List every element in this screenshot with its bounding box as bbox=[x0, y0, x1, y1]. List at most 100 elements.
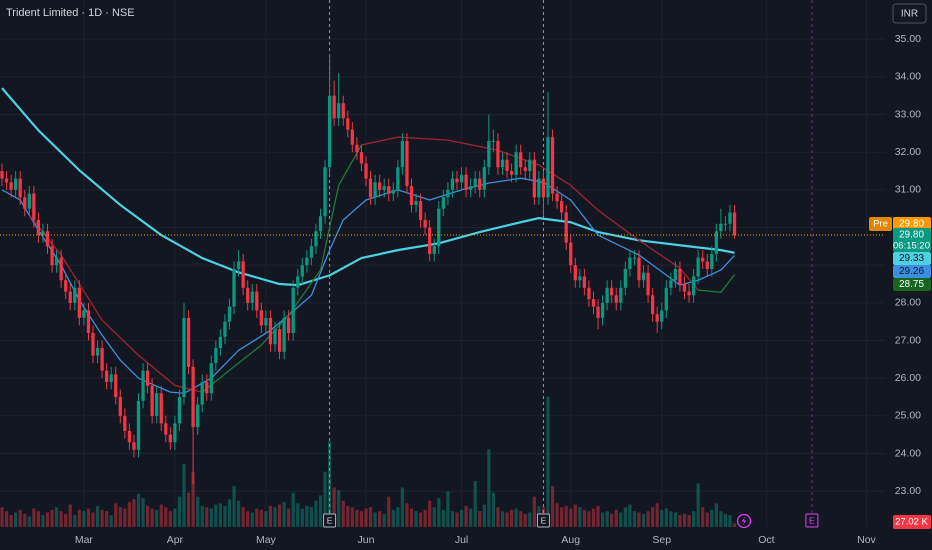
volume-bar bbox=[45, 512, 50, 527]
candle-body bbox=[514, 152, 518, 175]
volume-bar bbox=[273, 507, 277, 527]
volume-bar bbox=[582, 509, 586, 527]
candle-body bbox=[246, 287, 250, 303]
candle-body bbox=[364, 163, 368, 179]
volume-bar bbox=[432, 507, 436, 527]
candle-body bbox=[27, 193, 31, 209]
candle-body bbox=[186, 317, 191, 367]
candle-body bbox=[459, 174, 464, 183]
volume-bar bbox=[300, 508, 304, 527]
volume-bar bbox=[491, 492, 495, 527]
volume-bar bbox=[487, 449, 491, 527]
candle-body bbox=[196, 404, 200, 428]
volume-bar bbox=[277, 504, 282, 527]
volume-bar bbox=[400, 487, 404, 527]
volume-bar bbox=[382, 513, 386, 527]
candle-body bbox=[100, 348, 104, 371]
volume-bar bbox=[355, 509, 359, 527]
volume-bar bbox=[546, 396, 550, 527]
axes: 23.0024.0025.0026.0027.0028.0029.0030.00… bbox=[75, 33, 931, 546]
volume-bar bbox=[596, 505, 600, 527]
volume-bar bbox=[478, 511, 482, 527]
volume-bar bbox=[250, 512, 254, 527]
volume-bar bbox=[232, 486, 236, 527]
candle-body bbox=[232, 268, 236, 307]
candle-body bbox=[541, 178, 546, 198]
candle-body bbox=[18, 178, 22, 198]
candle-body bbox=[701, 257, 705, 262]
volume-bar bbox=[396, 507, 400, 527]
x-tick-label: Mar bbox=[75, 534, 94, 546]
volume-bar bbox=[728, 515, 732, 527]
volume-bar bbox=[732, 523, 737, 527]
candle-body bbox=[646, 272, 650, 296]
candle-body bbox=[564, 212, 568, 243]
candle-body bbox=[455, 178, 459, 183]
candle-body bbox=[164, 423, 168, 435]
candle-body bbox=[77, 287, 81, 318]
y-tick-label: 26.00 bbox=[895, 372, 921, 384]
x-tick-label: Apr bbox=[167, 534, 184, 546]
candle-body bbox=[578, 276, 582, 281]
candle-body bbox=[214, 348, 218, 364]
currency-button[interactable] bbox=[892, 3, 927, 24]
volume-bar bbox=[168, 511, 172, 527]
candle-body bbox=[327, 95, 332, 168]
candle-body bbox=[155, 393, 159, 416]
candle-body bbox=[337, 103, 341, 119]
volume-bar bbox=[191, 471, 195, 527]
y-tick-label: 34.00 bbox=[895, 71, 921, 83]
x-tick-label: Aug bbox=[561, 534, 580, 546]
volume-bar bbox=[9, 515, 13, 527]
candle-body bbox=[205, 381, 209, 394]
candle-body bbox=[632, 257, 637, 259]
volume-bar bbox=[605, 511, 609, 527]
candle-body bbox=[614, 295, 618, 303]
candle-body bbox=[446, 189, 450, 198]
candle-body bbox=[528, 159, 532, 172]
candle-body bbox=[45, 231, 50, 247]
volume-bar bbox=[450, 511, 455, 527]
volume-bar bbox=[368, 507, 373, 527]
candle-body bbox=[95, 348, 100, 356]
volume-bar bbox=[682, 513, 687, 527]
volume-bar bbox=[532, 496, 536, 527]
volume-bar bbox=[0, 507, 4, 527]
volume-bar bbox=[118, 507, 122, 527]
volume-bar bbox=[323, 471, 327, 527]
chart-title: Trident Limited · 1D · NSE bbox=[6, 7, 135, 19]
candle-body bbox=[73, 287, 77, 303]
candle-body bbox=[355, 144, 359, 153]
volume-bar bbox=[123, 508, 127, 527]
candle-body bbox=[168, 434, 172, 443]
pre-market-tag: Pre bbox=[873, 219, 888, 230]
volume-bar bbox=[446, 491, 450, 527]
candle-body bbox=[678, 268, 682, 285]
volume-bar bbox=[59, 511, 63, 527]
candle-body bbox=[68, 291, 72, 303]
candle-body bbox=[32, 193, 36, 220]
candle-body bbox=[387, 186, 391, 194]
volume-bar bbox=[464, 505, 468, 527]
candle-body bbox=[123, 415, 127, 431]
volume-bar bbox=[514, 508, 518, 527]
candle-body bbox=[714, 231, 718, 254]
currency-label[interactable]: INR bbox=[901, 9, 918, 20]
candle-body bbox=[550, 137, 555, 194]
volume-bar bbox=[91, 512, 95, 527]
candle-body bbox=[519, 152, 523, 168]
volume-bar bbox=[14, 512, 18, 527]
candle-body bbox=[660, 310, 664, 322]
alert-icon[interactable] bbox=[736, 513, 752, 529]
event-marker bbox=[536, 513, 550, 528]
candle-body bbox=[227, 306, 232, 322]
candle-body bbox=[560, 201, 564, 213]
candle-body bbox=[223, 321, 227, 337]
volume-bar bbox=[55, 507, 59, 527]
candle-body bbox=[241, 261, 245, 288]
last-price-box bbox=[893, 228, 931, 253]
candle-body bbox=[300, 265, 304, 277]
candle-body bbox=[105, 370, 109, 382]
volume-bar bbox=[32, 508, 36, 527]
volume-bar bbox=[373, 512, 377, 527]
